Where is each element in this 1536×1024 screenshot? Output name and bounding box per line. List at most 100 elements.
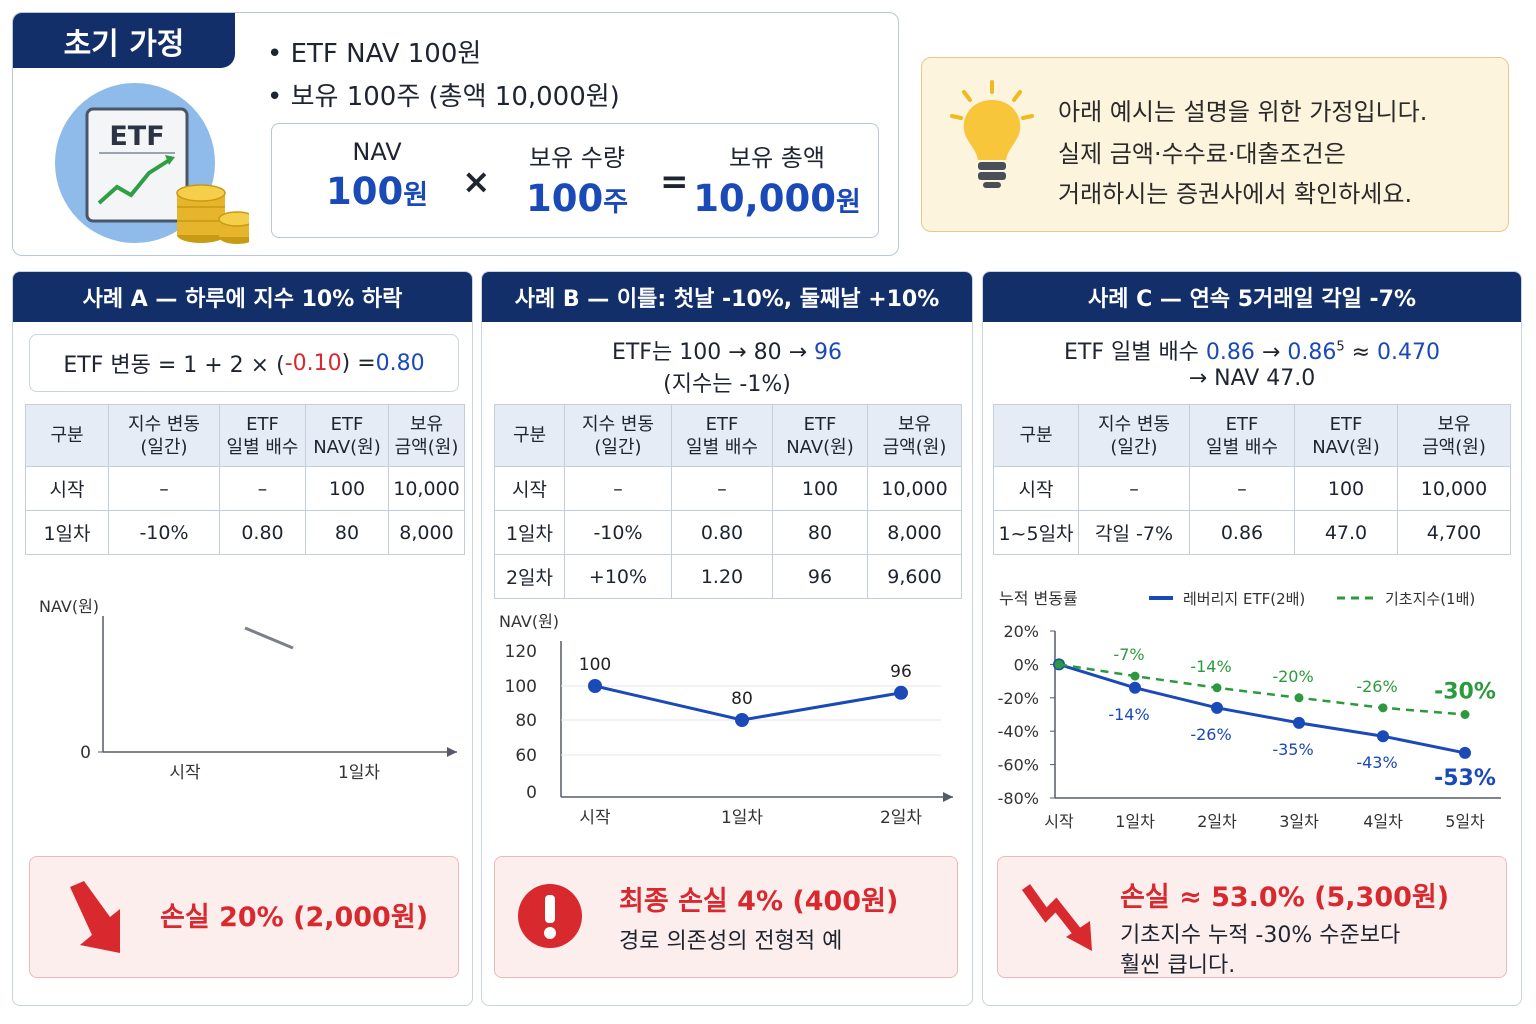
data-label: -7% [1113,645,1144,664]
data-point [1459,746,1471,759]
formula-times: × [462,162,491,202]
data-point [1377,730,1389,743]
data-point [588,679,602,693]
lightbulb-icon [950,80,1034,188]
data-point [1054,659,1064,669]
y-axis-label: NAV(원) [39,597,99,616]
case-b-result-box: 최종 손실 4% (400원) 경로 의존성의 전형적 예 [494,856,958,978]
table-row: 시작 – –100 10,000 [993,466,1511,511]
data-label: -14% [1108,705,1149,724]
y-axis-label: NAV(원) [499,612,559,631]
note-line-3: 거래하시는 증권사에서 확인하세요. [1058,180,1413,208]
y-tick-label: 120 [505,642,537,662]
index-line [1058,663,1466,716]
header-etf-multiplier: ETF 일별 배수 [671,404,773,467]
case-b-result-sub: 경로 의존성의 전형적 예 [619,929,843,954]
x-tick-label: 3일차 [1279,812,1319,831]
case-c-line-1: ETF 일별 배수 0.86 → 0.865 ≈ 0.470 [1063,339,1440,365]
case-a-title: 사례 A — 하루에 지수 10% 하락 [13,272,472,322]
case-b-line-2: (지수는 -1%) [663,372,791,397]
y-tick-label: -80% [998,789,1039,808]
case-b-panel: 사례 B — 이틀: 첫날 -10%, 둘째날 +10% ETF는 100 → … [481,271,973,1006]
y-tick-label: -20% [998,689,1039,708]
data-label: -53% [1434,766,1496,791]
legend-label-index: 기초지수(1배) [1385,590,1475,608]
case-c-line-chart: 누적 변동률 레버리지 ETF(2배) 기초지수(1배) -80% -60% -40% -2… [998,589,1501,831]
formula-nav: NAV 100원 [325,138,429,213]
data-label: -43% [1356,753,1397,772]
data-label: 96 [890,662,912,682]
note-line-2: 실제 금액·수수료·대출조건은 [1058,140,1346,168]
zigzag-down-arrow-icon [1021,884,1092,951]
table-row: 시작 – –100 10,000 [494,466,962,511]
case-a-result-text: 손실 20% (2,000원) [160,902,429,933]
y-tick-label: 80 [515,711,537,731]
x-tick-label: 1일차 [338,763,380,783]
header-category: 구분 [993,404,1079,467]
case-a-bar-chart: NAV(원)080100100시작801일차 [39,597,457,783]
header-holding-value: 보유 금액(원) [388,404,465,467]
x-tick-label: 4일차 [1363,812,1403,831]
case-c-result-sub-1: 기초지수 누적 -30% 수준보다 [1120,923,1401,948]
case-c-result-title: 손실 ≈ 53.0% (5,300원) [1120,882,1450,913]
formula-box: NAV 100원 × 보유 수량 100주 = 보유 총액 10,000원 [271,123,879,238]
formula-qty: 보유 수량 100주 [525,144,629,220]
note-line-1: 아래 예시는 설명을 위한 가정입니다. [1058,98,1428,126]
case-c-table: 구분 지수 변동 (일간) ETF 일별 배수 ETF NAV(원) 보유 금액(원) … [993,404,1511,555]
case-c-title: 사례 C — 연속 5거래일 각일 -7% [983,272,1521,322]
assumption-bullet-1: • ETF NAV 100원 [267,39,482,69]
data-point [1129,681,1141,694]
header-etf-nav: ETF NAV(원) [305,404,389,467]
x-tick-label: 시작 [1044,812,1074,831]
case-a-result-box: 손실 20% (2,000원) [29,856,459,978]
header-category: 구분 [25,404,109,467]
legend-label-leverage: 레버리지 ETF(2배) [1183,590,1305,608]
header-index-change: 지수 변동 (일간) [108,404,220,467]
x-tick-label: 시작 [169,763,201,783]
case-b-line-1: ETF는 100 → 80 → 96 [611,340,843,365]
table-header-row: 구분 지수 변동 (일간) ETF 일별 배수 ETF NAV(원) 보유 금액(원) [25,404,465,467]
y-axis-label: 누적 변동률 [999,589,1078,608]
data-label: 100 [579,655,611,675]
header-etf-multiplier: ETF 일별 배수 [219,404,306,467]
header-etf-multiplier: ETF 일별 배수 [1189,404,1295,467]
x-axis-arrow [447,747,457,757]
header-etf-nav: ETF NAV(원) [1294,404,1398,467]
table-header-row: 구분 지수 변동 (일간) ETF 일별 배수 ETF NAV(원) 보유 금액(원) [494,404,962,467]
data-point [735,713,749,727]
case-c-result-sub-2: 훨씬 큽니다. [1120,953,1236,978]
case-c-panel: 사례 C — 연속 5거래일 각일 -7% ETF 일별 배수 0.86 → 0… [982,271,1522,1006]
y-tick-label: 0 [526,783,537,803]
assumptions-panel: 초기 가정 ETF • ETF NAV 100원 • 보유 100주 (총액 1… [12,12,899,256]
data-label: -26% [1190,725,1231,744]
assumptions-tag: 초기 가정 [13,13,235,68]
data-point [1211,701,1223,714]
data-point [1130,671,1140,681]
data-point [1294,693,1304,703]
etf-icon-label: ETF [109,121,164,152]
change-arrow [244,626,294,650]
coins-icon [176,184,249,244]
data-label: -30% [1434,680,1496,705]
x-axis-arrow [943,792,953,802]
table-row: 2일차 +10% 1.20 96 9,600 [494,554,962,599]
etf-document-icon: ETF [55,83,249,244]
x-tick-label: 2일차 [880,808,922,828]
case-b-title: 사례 B — 이틀: 첫날 -10%, 둘째날 +10% [482,272,972,322]
table-row: 1일차 -10% 0.80 80 8,000 [494,510,962,555]
case-a-formula-box: ETF 변동 = 1 + 2 × (-0.10) = 0.80 [29,334,459,392]
data-label: -14% [1190,657,1231,676]
y-tick-label: -60% [998,756,1039,775]
table-row: 시작 – –100 10,000 [25,466,465,511]
x-tick-label: 1일차 [721,808,763,828]
exclamation-icon [518,884,582,948]
header-etf-nav: ETF NAV(원) [772,404,868,467]
data-label: -26% [1356,677,1397,696]
y-tick-label: 0 [80,743,91,763]
header-index-change: 지수 변동 (일간) [1078,404,1190,467]
header-category: 구분 [494,404,565,467]
data-point [1378,703,1388,713]
leverage-etf-line [1058,662,1466,755]
data-label: 80 [731,689,753,709]
x-tick-label: 5일차 [1445,812,1485,831]
